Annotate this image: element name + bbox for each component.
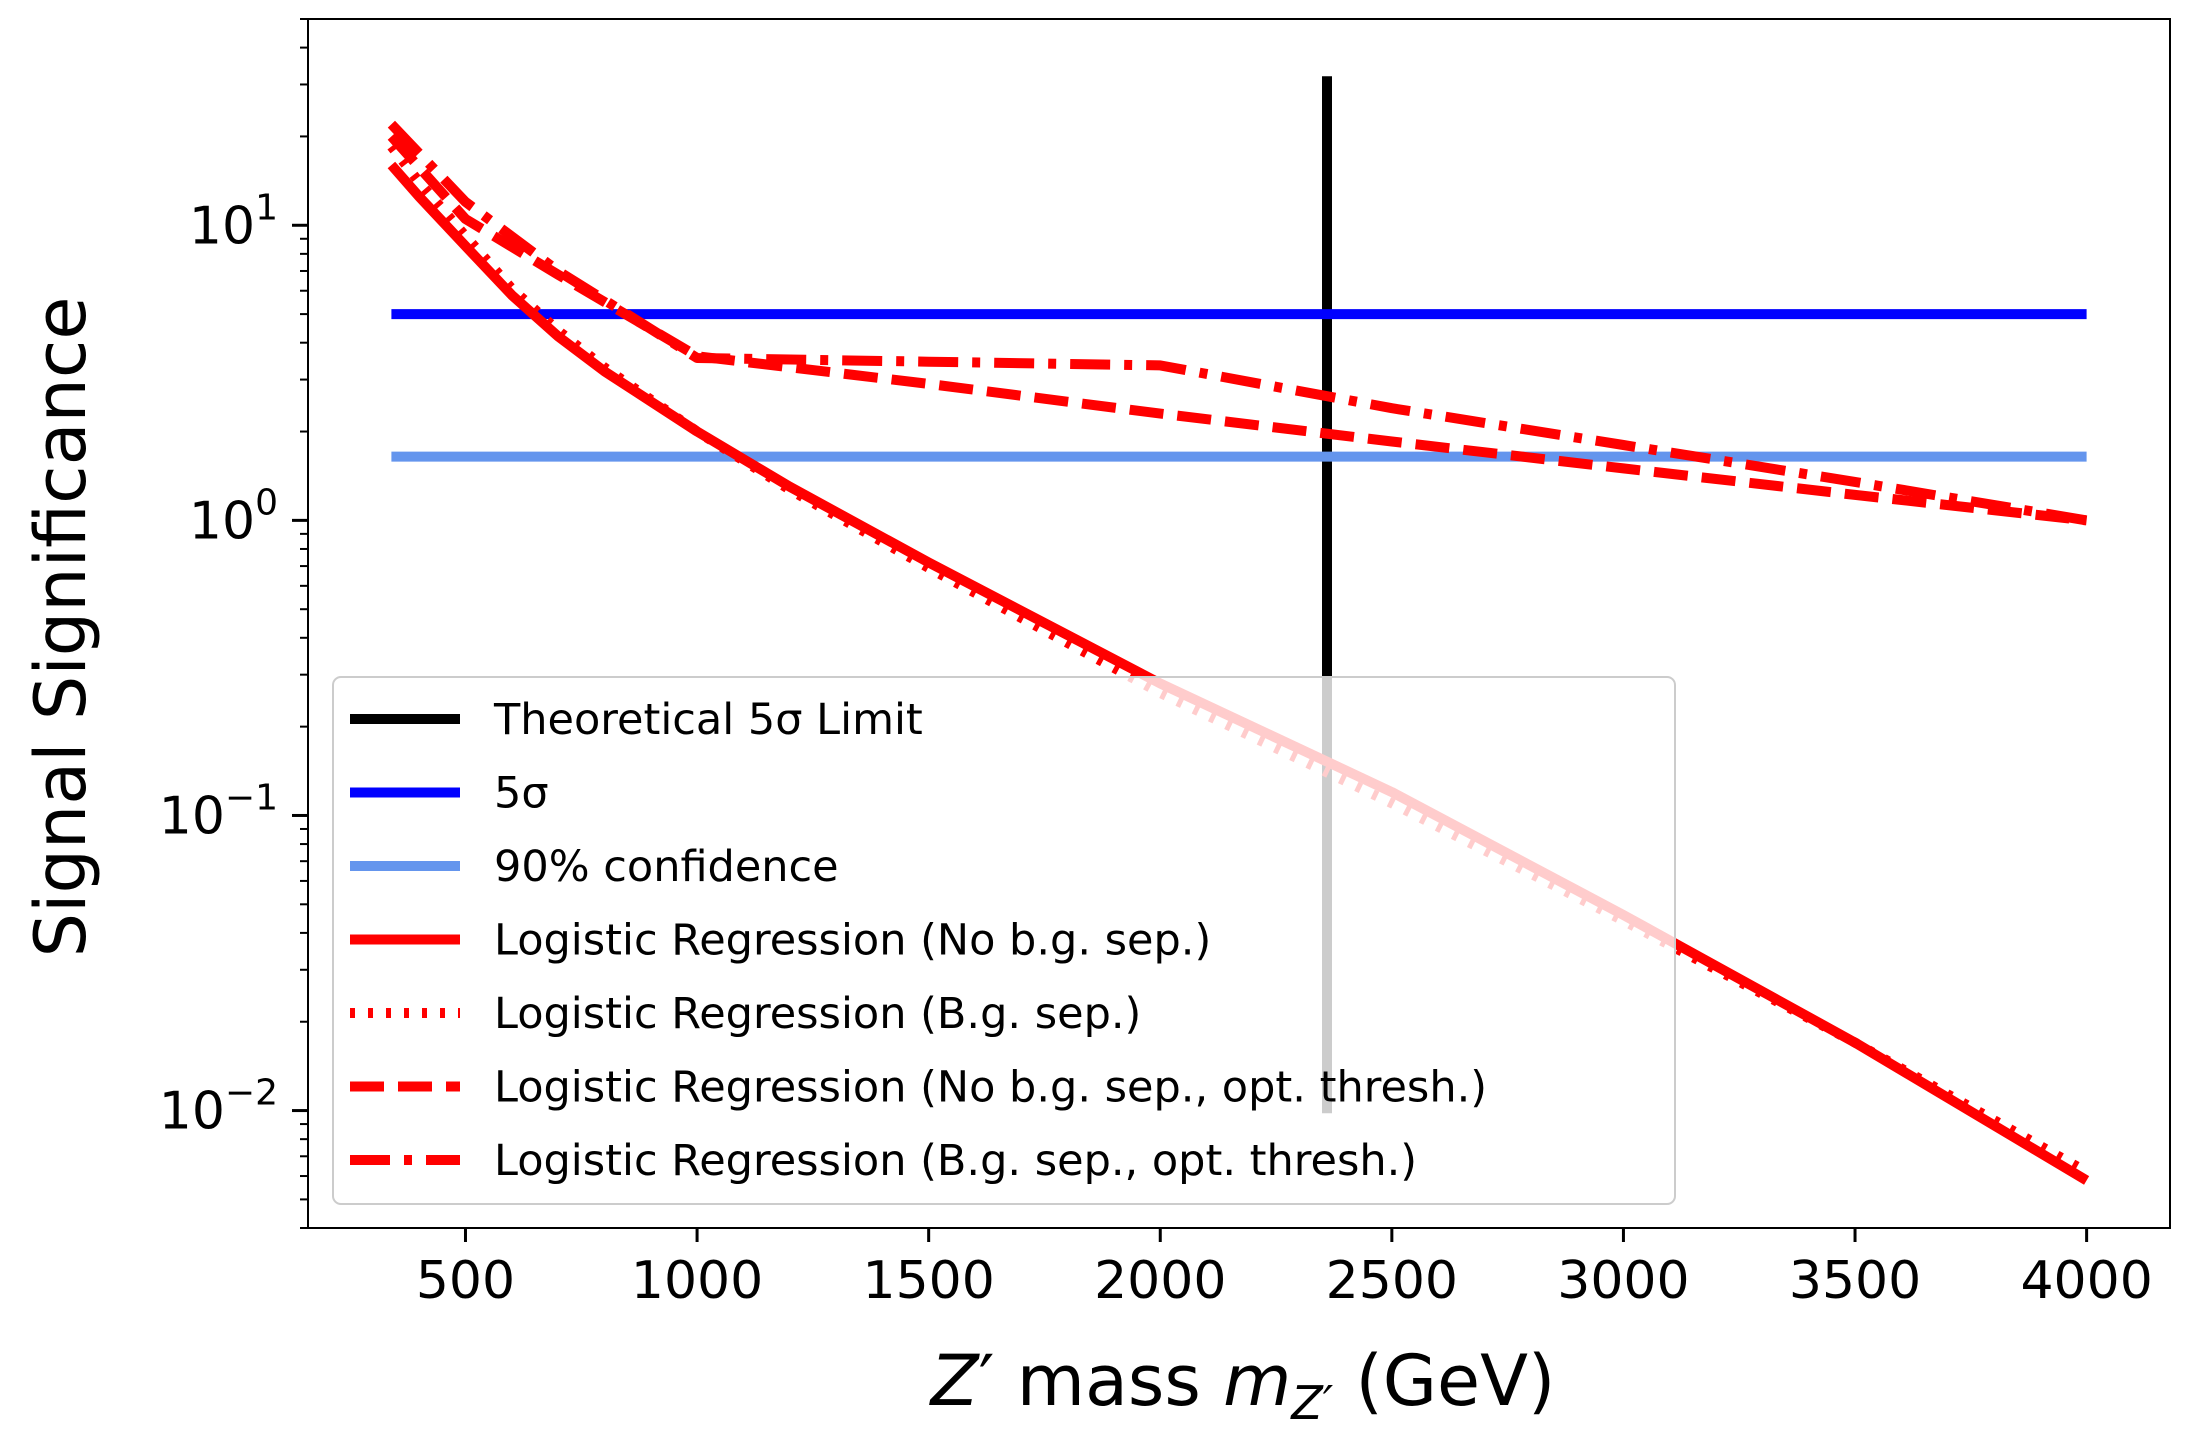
x-tick-label: 4000: [2020, 1251, 2152, 1311]
x-tick-label: 500: [416, 1251, 515, 1311]
legend-label: Logistic Regression (No b.g. sep.): [494, 916, 1211, 966]
legend-label: Logistic Regression (B.g. sep., opt. thr…: [494, 1136, 1417, 1186]
legend-label: 5σ: [494, 769, 549, 819]
legend-label: Logistic Regression (B.g. sep.): [494, 989, 1141, 1039]
legend-label: 90% confidence: [494, 842, 839, 892]
y-tick-label: 101: [189, 187, 278, 256]
plot-area: [307, 18, 2171, 1229]
plot-frame: [307, 18, 2171, 1229]
x-tick-label: 2000: [1094, 1251, 1226, 1311]
y-axis-title: Signal Significance: [20, 297, 102, 958]
y-tick-label: 10−2: [159, 1073, 278, 1142]
series-line-6: [387, 133, 2088, 526]
y-tick-label: 100: [189, 482, 278, 551]
x-axis: 500 1000 1500 2000 2500 3000 3500 4000: [416, 1228, 2153, 1311]
x-tick-label: 3500: [1789, 1251, 1921, 1311]
x-tick-label: 1500: [862, 1251, 994, 1311]
legend-label: Theoretical 5σ Limit: [493, 695, 923, 745]
x-tick-label: 2500: [1326, 1251, 1458, 1311]
y-axis: 101 100 10−1 10−2: [159, 18, 308, 1229]
x-tick-label: 1000: [631, 1251, 763, 1311]
series-line-7: [387, 120, 2088, 526]
y-tick-label: 10−1: [159, 777, 278, 846]
legend: Theoretical 5σ Limit 5σ 90% confidence Logi…: [332, 676, 1676, 1205]
legend-label: Logistic Regression (No b.g. sep., opt. …: [494, 1063, 1487, 1113]
x-tick-label: 3000: [1557, 1251, 1689, 1311]
legend-box: [332, 676, 1676, 1205]
x-axis-title: Z′ mass mZ′ (GeV): [929, 1340, 1556, 1430]
